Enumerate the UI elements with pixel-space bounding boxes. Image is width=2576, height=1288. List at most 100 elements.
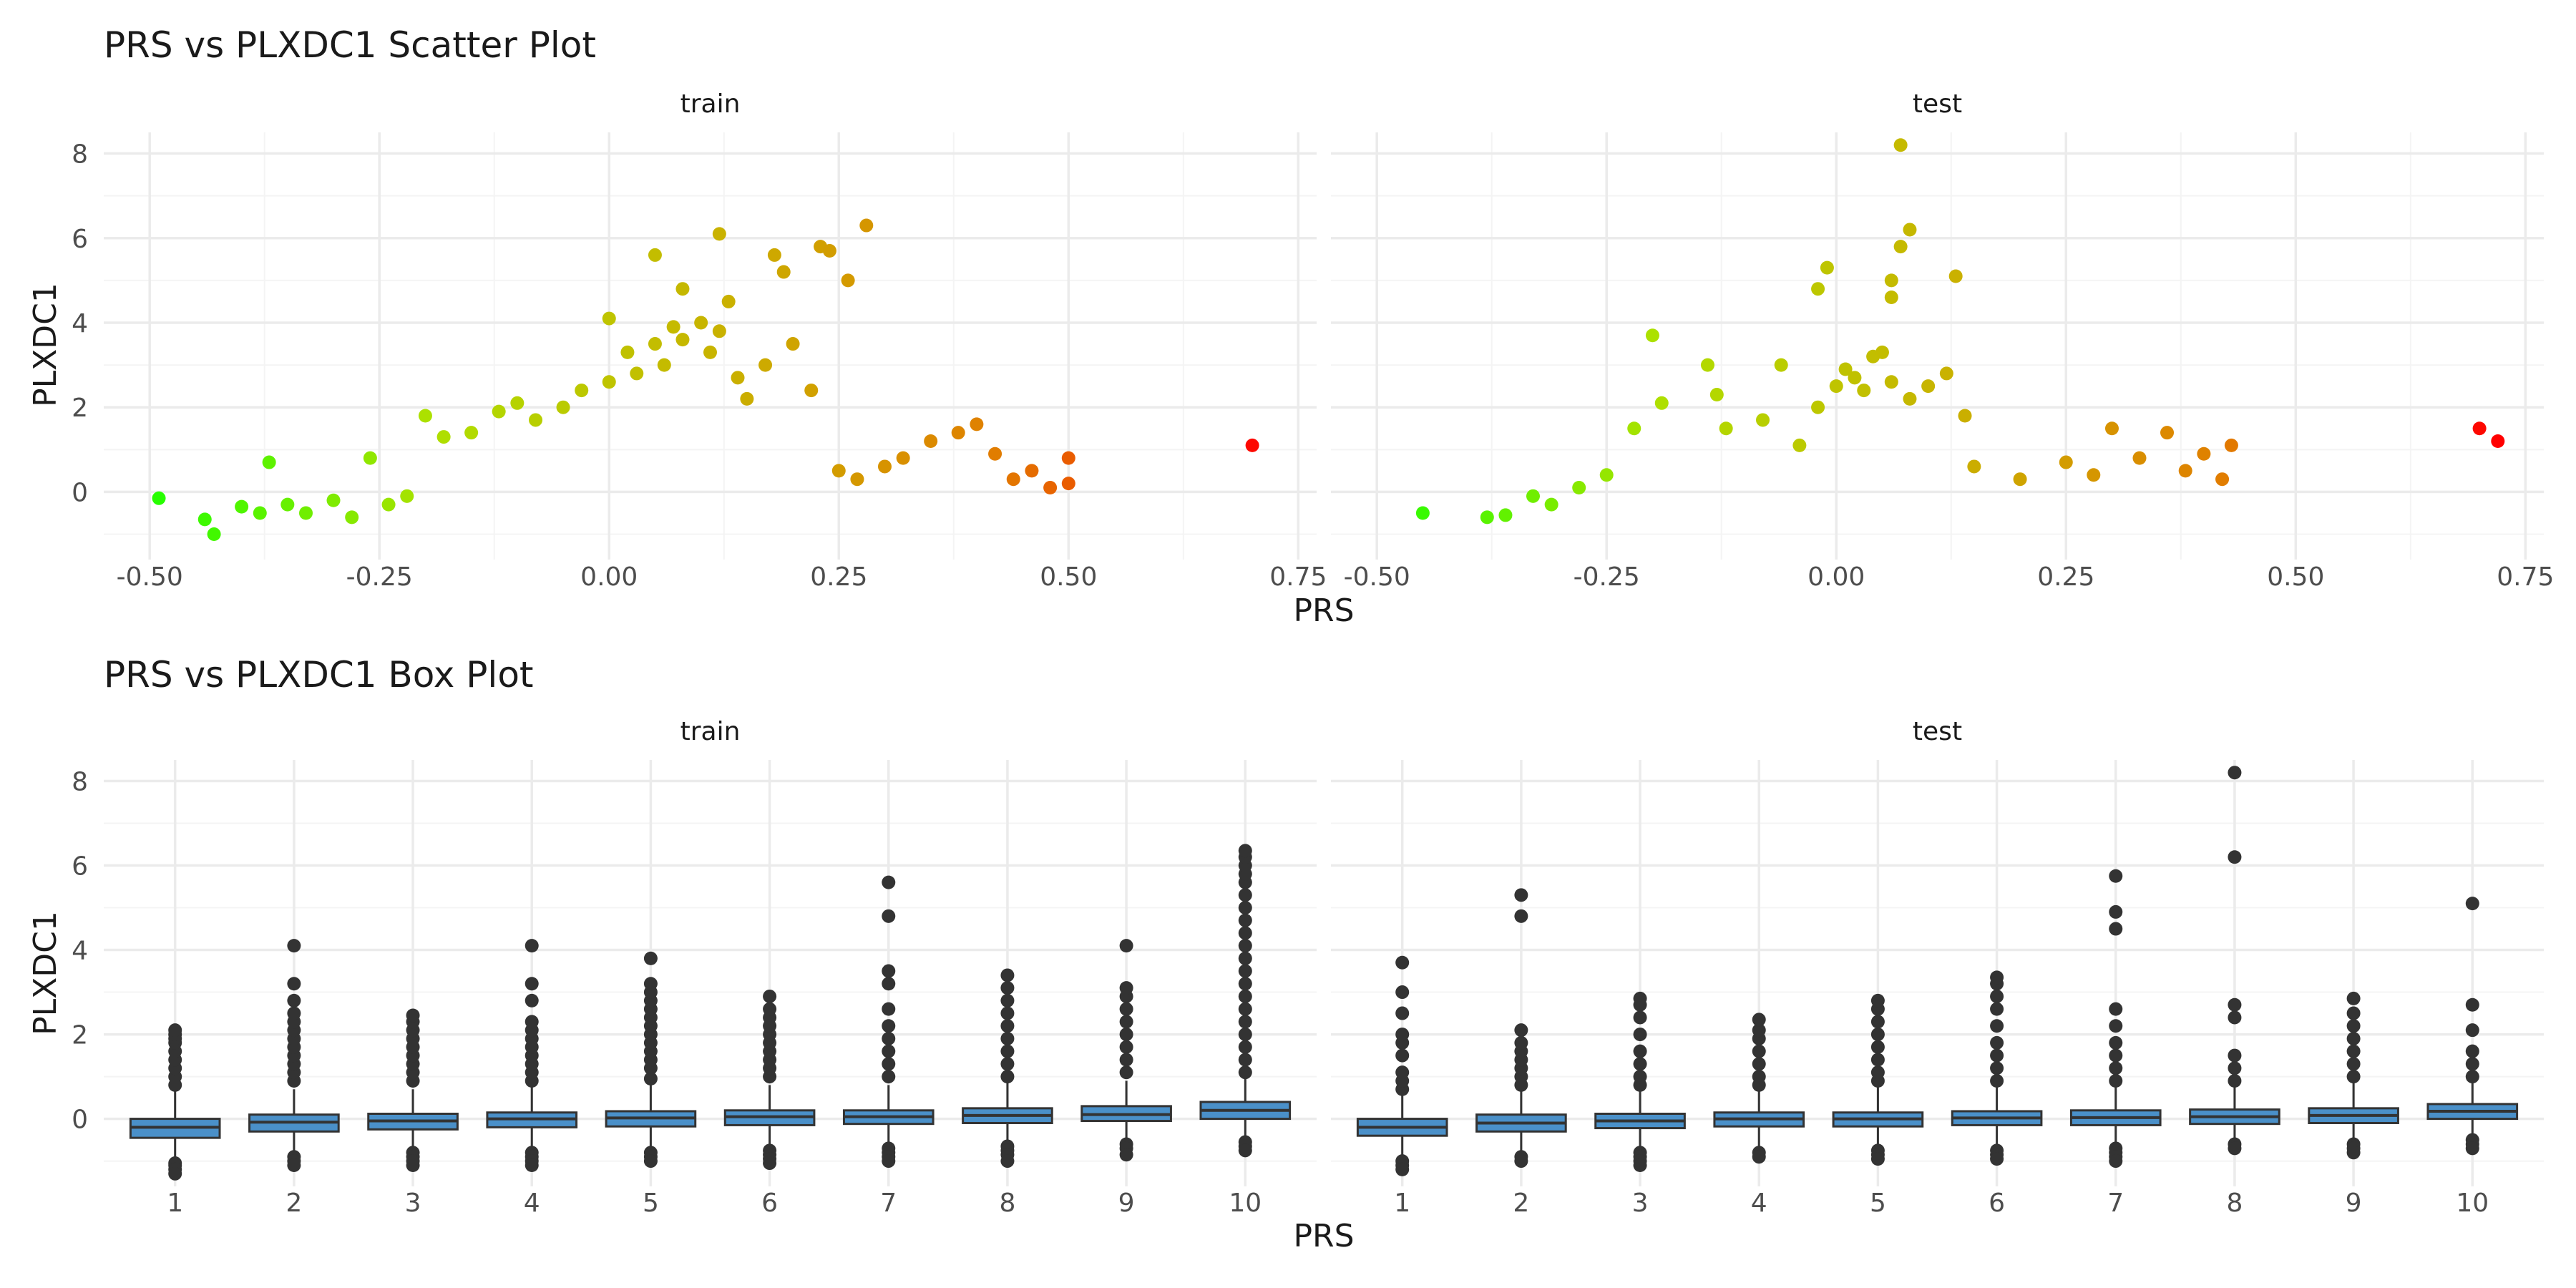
scatter-point bbox=[1829, 379, 1843, 394]
box-outlier-point bbox=[1395, 1065, 1410, 1080]
box-plot-title: PRS vs PLXDC1 Box Plot bbox=[104, 654, 534, 696]
box-plot-group bbox=[1356, 955, 1448, 1176]
scatter-point bbox=[1903, 391, 1917, 406]
scatter-point bbox=[758, 358, 773, 372]
scatter-point bbox=[2013, 472, 2027, 487]
scatter-point bbox=[2215, 472, 2230, 487]
box-outlier-point bbox=[1119, 1002, 1133, 1016]
scatter-point bbox=[602, 375, 616, 389]
scatter-point bbox=[1967, 459, 1981, 474]
box-outlier-point bbox=[882, 909, 896, 923]
scatter-point bbox=[1903, 223, 1917, 237]
scatter-plot-title: PRS vs PLXDC1 Scatter Plot bbox=[104, 24, 596, 66]
scatter-point bbox=[859, 218, 874, 233]
box-plot-group bbox=[723, 989, 816, 1171]
scatter-point bbox=[2104, 421, 2119, 436]
box-outlier-point bbox=[882, 977, 896, 991]
box-outlier-point bbox=[1752, 1023, 1766, 1038]
box-outlier-point bbox=[2109, 1073, 2123, 1088]
box-x-tick-label: 9 bbox=[2346, 1189, 2362, 1218]
scatter-point bbox=[786, 337, 800, 351]
scatter-point bbox=[1884, 291, 1898, 305]
scatter-point bbox=[1848, 371, 1862, 385]
box-outlier-point bbox=[2109, 1019, 2123, 1033]
box-outlier-point bbox=[643, 977, 658, 991]
scatter-x-tick-label: 0.75 bbox=[2497, 562, 2554, 592]
box-outlier-point bbox=[882, 964, 896, 978]
box-x-tick-label: 8 bbox=[999, 1189, 1015, 1218]
box-outlier-point bbox=[525, 977, 539, 991]
box-outlier-point bbox=[2228, 1010, 2242, 1025]
scatter-point bbox=[776, 265, 791, 279]
scatter-point bbox=[464, 426, 479, 440]
scatter-point bbox=[1774, 358, 1788, 372]
box-x-tick-label: 10 bbox=[1229, 1189, 1262, 1218]
box-outlier-point bbox=[2346, 1070, 2361, 1084]
box-x-tick-label: 3 bbox=[1632, 1189, 1649, 1218]
box-outlier-point bbox=[882, 1002, 896, 1016]
scatter-point bbox=[620, 345, 635, 359]
scatter-point bbox=[2059, 455, 2073, 469]
scatter-point bbox=[703, 345, 717, 359]
scatter-y-tick-label: 8 bbox=[72, 140, 88, 170]
box-outlier-point bbox=[1990, 1019, 2004, 1033]
scatter-point bbox=[1921, 379, 1936, 394]
box-x-tick-label: 1 bbox=[167, 1189, 183, 1218]
scatter-point bbox=[666, 320, 680, 334]
box-outlier-point bbox=[882, 1031, 896, 1045]
box-outlier-point bbox=[1238, 901, 1252, 915]
scatter-point bbox=[804, 384, 819, 398]
box-outlier-point bbox=[1514, 909, 1528, 923]
box-plot-group bbox=[962, 968, 1053, 1169]
box-x-tick-label: 5 bbox=[1870, 1189, 1886, 1218]
scatter-point bbox=[1415, 506, 1430, 520]
scatter-point bbox=[1526, 489, 1540, 503]
scatter-point bbox=[1480, 510, 1494, 525]
scatter-x-tick-label: -0.25 bbox=[1574, 562, 1640, 592]
box-outlier-point bbox=[2465, 1141, 2479, 1156]
scatter-point bbox=[1875, 345, 1889, 359]
scatter-y-axis-label: PLXDC1 bbox=[27, 283, 64, 407]
scatter-point bbox=[822, 244, 836, 258]
scatter-x-tick-label: -0.50 bbox=[1344, 562, 1410, 592]
box-outlier-point bbox=[287, 1006, 301, 1020]
box-outlier-point bbox=[2109, 1048, 2123, 1063]
box-plot-group bbox=[605, 951, 697, 1169]
scatter-point bbox=[253, 506, 267, 520]
scatter-point bbox=[2132, 451, 2147, 465]
box-x-tick-label: 7 bbox=[880, 1189, 897, 1218]
box-outlier-point bbox=[1000, 1019, 1015, 1033]
scatter-y-tick-label: 4 bbox=[72, 309, 88, 338]
box-outlier-point bbox=[1000, 968, 1015, 982]
scatter-point bbox=[1006, 472, 1020, 487]
box-outlier-point bbox=[2346, 1057, 2361, 1071]
box-outlier-point bbox=[882, 1044, 896, 1058]
scatter-x-tick-label: 0.50 bbox=[1040, 562, 1097, 592]
scatter-point bbox=[2160, 426, 2175, 440]
box-outlier-point bbox=[1752, 1057, 1766, 1071]
box-outlier-point bbox=[1514, 1154, 1528, 1169]
box-outlier-point bbox=[763, 989, 777, 1003]
box-x-tick-label: 6 bbox=[1989, 1189, 2005, 1218]
box-plot-group bbox=[1080, 939, 1172, 1162]
scatter-point bbox=[602, 311, 616, 326]
scatter-point bbox=[712, 324, 726, 338]
box-outlier-point bbox=[1238, 1028, 1252, 1042]
box-outlier-point bbox=[1633, 1044, 1647, 1058]
box-outlier-point bbox=[1000, 1070, 1015, 1084]
scatter-point bbox=[740, 391, 754, 406]
scatter-point bbox=[2178, 464, 2192, 478]
box-outlier-point bbox=[2109, 1002, 2123, 1016]
box-outlier-point bbox=[168, 1166, 182, 1181]
scatter-point bbox=[1948, 269, 1963, 283]
box-outlier-point bbox=[525, 939, 539, 953]
box-x-tick-label: 2 bbox=[286, 1189, 302, 1218]
scatter-x-tick-label: 0.00 bbox=[580, 562, 638, 592]
scatter-point bbox=[197, 512, 212, 527]
box-plot-group bbox=[1199, 844, 1292, 1158]
box-outlier-point bbox=[2228, 766, 2242, 780]
box-panel-train: train 1 2 3 4 5 6 7 8 9 10 0 2 4 6 8 bbox=[72, 717, 1317, 1218]
box-outlier-point bbox=[1870, 993, 1885, 1008]
box-outlier-point bbox=[1000, 1057, 1015, 1071]
scatter-x-tick-label: 0.25 bbox=[810, 562, 867, 592]
